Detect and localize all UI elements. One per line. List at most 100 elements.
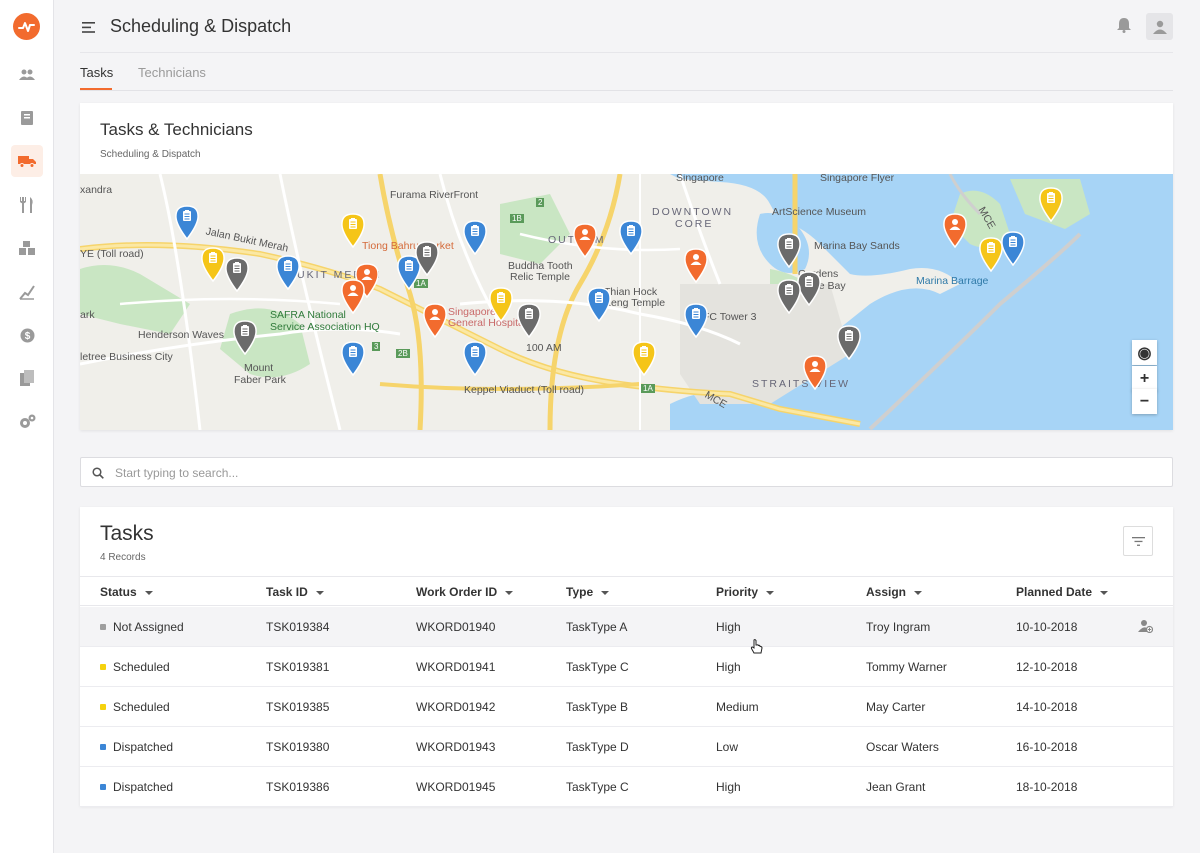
task-marker-icon[interactable] — [618, 219, 644, 255]
parts-icon[interactable] — [11, 232, 43, 264]
filter-button[interactable] — [1123, 526, 1153, 556]
table-row[interactable]: Not Assigned TSK019384 WKORD01940 TaskType … — [80, 607, 1173, 647]
road-badge: 1A — [641, 384, 655, 393]
technician-marker-icon[interactable] — [422, 302, 448, 338]
search-bar — [80, 457, 1173, 487]
table-row[interactable]: Dispatched TSK019380 WKORD01943 TaskType D L… — [80, 727, 1173, 767]
task-marker-icon[interactable] — [631, 340, 657, 376]
table-row[interactable]: Dispatched TSK019386 WKORD01945 TaskType C H… — [80, 767, 1173, 807]
task-marker-icon[interactable] — [978, 236, 1004, 272]
task-id-cell: TSK019384 — [266, 620, 330, 634]
map-label: Marina Bay Sands — [814, 240, 900, 252]
task-marker-icon[interactable] — [174, 204, 200, 240]
tools-icon[interactable] — [11, 189, 43, 221]
table-row[interactable]: Scheduled TSK019381 WKORD01941 TaskType C Hi… — [80, 647, 1173, 687]
map-label: CORE — [675, 218, 714, 230]
task-marker-icon[interactable] — [586, 286, 612, 322]
task-marker-icon[interactable] — [340, 340, 366, 376]
active-tab-indicator — [80, 88, 112, 90]
planned-date-cell: 18-10-2018 — [1016, 780, 1078, 794]
map[interactable]: xandra Furama RiverFront Singapore Singa… — [80, 174, 1173, 430]
task-marker-icon[interactable] — [462, 340, 488, 376]
assign-cell: May Carter — [866, 700, 926, 714]
priority-cell: High — [716, 660, 741, 674]
task-marker-icon[interactable] — [836, 324, 862, 360]
status-cell: Scheduled — [100, 660, 170, 674]
map-label: Keng Temple — [604, 297, 666, 309]
book-icon[interactable] — [11, 102, 43, 134]
search-input[interactable] — [115, 463, 1115, 483]
work-order-cell: WKORD01941 — [416, 660, 496, 674]
technician-marker-icon[interactable] — [802, 354, 828, 390]
work-order-cell: WKORD01943 — [416, 740, 496, 754]
task-marker-icon[interactable] — [396, 254, 422, 290]
task-marker-icon[interactable] — [776, 278, 802, 314]
task-marker-icon[interactable] — [200, 246, 226, 282]
task-marker-icon[interactable] — [1038, 186, 1064, 222]
planned-date-cell: 12-10-2018 — [1016, 660, 1078, 674]
tab-tasks[interactable]: Tasks — [80, 65, 114, 80]
tab-bar: Tasks Technicians — [80, 53, 1173, 91]
column-header-planned-date[interactable]: Planned Date — [1016, 585, 1109, 599]
task-id-cell: TSK019385 — [266, 700, 330, 714]
task-marker-icon[interactable] — [275, 254, 301, 290]
status-dot — [100, 784, 106, 790]
tasks-title: Tasks — [100, 522, 154, 545]
status-cell: Dispatched — [100, 740, 173, 754]
table-row[interactable]: Scheduled TSK019385 WKORD01942 TaskType B Me… — [80, 687, 1173, 727]
zoom-out-button[interactable]: − — [1132, 389, 1157, 414]
task-marker-icon[interactable] — [340, 212, 366, 248]
logo-icon[interactable] — [13, 13, 40, 40]
priority-cell: High — [716, 620, 741, 634]
column-header-status[interactable]: Status — [100, 585, 153, 599]
copy-icon[interactable] — [11, 362, 43, 394]
map-label: Furama RiverFront — [390, 189, 479, 201]
dollar-icon[interactable]: $ — [11, 319, 43, 351]
menu-icon[interactable] — [82, 20, 95, 38]
truck-icon[interactable] — [11, 145, 43, 177]
column-header-work-order-id[interactable]: Work Order ID — [416, 585, 514, 599]
task-marker-icon[interactable] — [776, 232, 802, 268]
tasks-card: Tasks 4 Records Status Task ID Work Orde… — [80, 507, 1173, 807]
locate-icon[interactable]: ◉ — [1132, 340, 1157, 365]
column-header-task-id[interactable]: Task ID — [266, 585, 324, 599]
assign-cell: Oscar Waters — [866, 740, 939, 754]
task-marker-icon[interactable] — [232, 319, 258, 355]
technician-marker-icon[interactable] — [572, 222, 598, 258]
priority-cell: Low — [716, 740, 739, 754]
zoom-in-button[interactable]: + — [1132, 366, 1157, 391]
map-label: YE (Toll road) — [80, 248, 144, 260]
map-label: DOWNTOWN — [652, 206, 734, 218]
status-dot — [100, 624, 106, 630]
technician-marker-icon[interactable] — [942, 212, 968, 248]
task-marker-icon[interactable] — [1000, 230, 1026, 266]
column-header-assign[interactable]: Assign — [866, 585, 923, 599]
avatar[interactable] — [1146, 13, 1173, 40]
map-label: Henderson Waves — [138, 329, 224, 341]
task-marker-icon[interactable] — [224, 256, 250, 292]
users-icon[interactable] — [11, 59, 43, 91]
assign-user-icon[interactable] — [1138, 619, 1154, 638]
page-title: Scheduling & Dispatch — [110, 16, 292, 36]
map-label: letree Business City — [80, 351, 173, 363]
column-header-priority[interactable]: Priority — [716, 585, 775, 599]
status-dot — [100, 704, 106, 710]
task-marker-icon[interactable] — [462, 219, 488, 255]
map-label: Marina Barrage — [916, 275, 989, 287]
task-marker-icon[interactable] — [414, 240, 440, 276]
task-marker-icon[interactable] — [488, 286, 514, 322]
mouse-cursor-icon — [750, 639, 764, 660]
settings-icon[interactable] — [11, 405, 43, 437]
bell-icon[interactable] — [1117, 17, 1131, 38]
technician-marker-icon[interactable] — [340, 278, 366, 314]
task-marker-icon[interactable] — [516, 302, 542, 338]
type-cell: TaskType C — [566, 660, 629, 674]
map-label: Keppel Viaduct (Toll road) — [464, 384, 585, 396]
assign-cell: Troy Ingram — [866, 620, 931, 634]
technician-marker-icon[interactable] — [683, 247, 709, 283]
chart-icon[interactable] — [11, 276, 43, 308]
tab-technicians[interactable]: Technicians — [138, 65, 206, 80]
planned-date-cell: 14-10-2018 — [1016, 700, 1078, 714]
task-marker-icon[interactable] — [683, 302, 709, 338]
column-header-type[interactable]: Type — [566, 585, 610, 599]
